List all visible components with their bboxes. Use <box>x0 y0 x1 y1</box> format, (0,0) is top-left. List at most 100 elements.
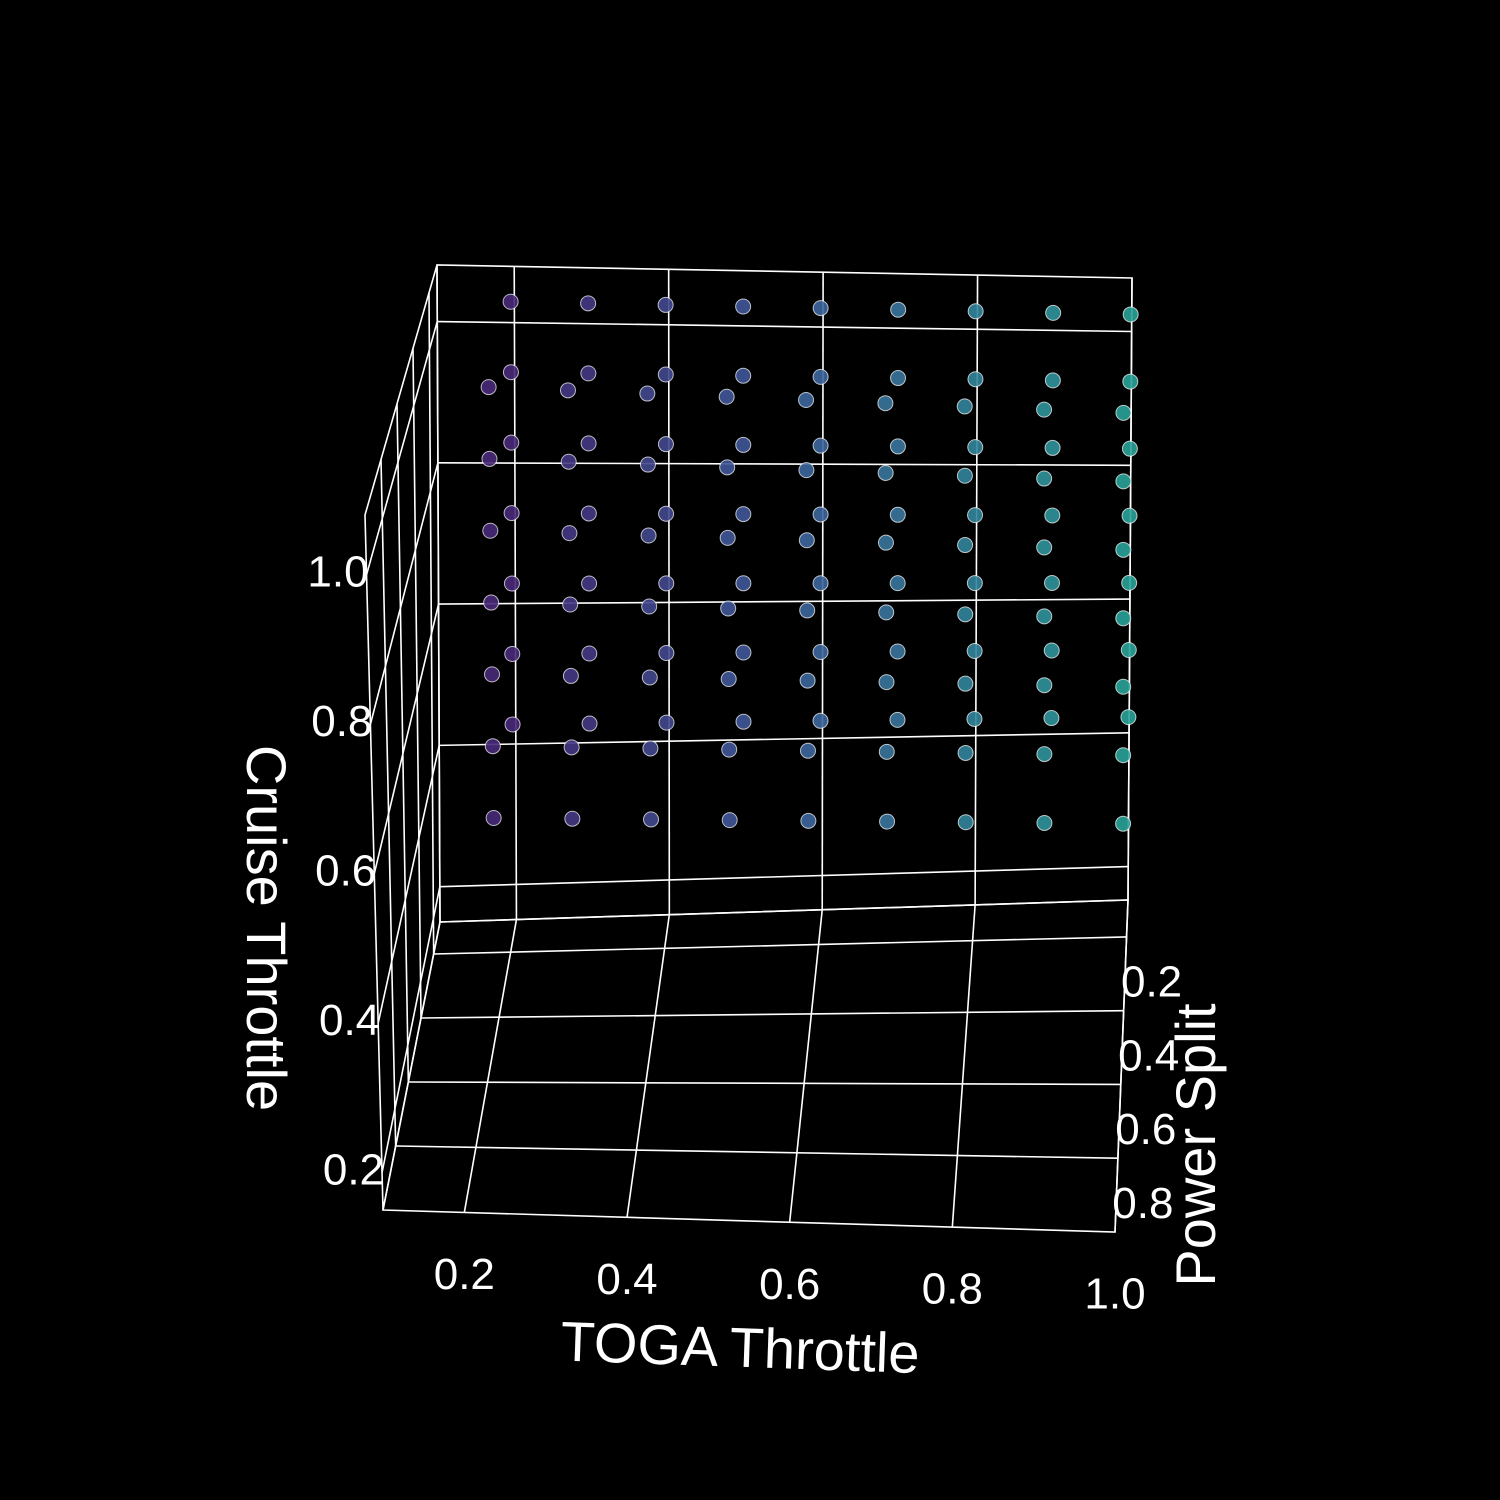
data-point <box>1044 574 1061 591</box>
data-point <box>1115 541 1132 558</box>
data-point <box>877 464 894 481</box>
data-point <box>718 388 735 405</box>
data-point <box>481 450 498 467</box>
data-point <box>562 596 579 613</box>
data-point <box>503 434 520 451</box>
grid-line <box>369 462 439 725</box>
data-point <box>877 395 894 412</box>
data-point <box>1122 373 1139 390</box>
data-point <box>657 296 674 313</box>
data-point <box>799 672 816 689</box>
grid-line <box>437 462 1131 467</box>
data-point <box>1044 507 1061 524</box>
data-point <box>957 537 974 554</box>
data-point <box>967 371 984 388</box>
data-point <box>1036 608 1053 625</box>
data-point <box>889 643 906 660</box>
data-point <box>735 575 752 592</box>
grid-line <box>1114 899 1129 1233</box>
y-tick-label: 0.2 <box>1121 958 1182 1007</box>
data-point <box>1036 677 1053 694</box>
data-point <box>812 368 829 385</box>
z-tick-label: 1.0 <box>307 547 368 596</box>
grid-line <box>373 603 440 874</box>
data-point <box>1045 304 1062 321</box>
data-point <box>482 522 499 539</box>
data-point <box>956 398 973 415</box>
data-point <box>1115 815 1132 832</box>
data-point <box>657 436 674 453</box>
data-point <box>967 303 984 320</box>
grid-line <box>412 348 422 1019</box>
y-tick-label: 0.8 <box>1112 1179 1173 1228</box>
data-point <box>580 435 597 452</box>
data-point <box>580 365 597 382</box>
data-point <box>890 301 907 318</box>
data-point <box>800 812 817 829</box>
data-point <box>657 366 674 383</box>
data-point <box>580 295 597 312</box>
data-point <box>957 744 974 761</box>
grid-line <box>667 269 671 915</box>
points <box>480 293 1139 832</box>
data-point <box>658 575 675 592</box>
data-point <box>502 364 519 381</box>
data-point <box>798 462 815 479</box>
data-point <box>1121 440 1138 457</box>
data-point <box>735 644 752 661</box>
data-point <box>719 459 736 476</box>
data-point <box>1036 814 1053 831</box>
data-point <box>1043 642 1060 659</box>
data-point <box>1043 710 1060 727</box>
y-axis-title: Power Split <box>1164 1003 1227 1287</box>
data-point <box>1044 372 1061 389</box>
grid-line <box>513 266 518 920</box>
data-point <box>735 436 752 453</box>
data-point <box>640 527 657 544</box>
data-point <box>1121 507 1138 524</box>
x-tick-label: 0.4 <box>596 1255 657 1304</box>
data-point <box>957 814 974 831</box>
labels: 0.2 0.4 0.6 0.8 1.0 0.2 0.4 0.6 0.8 0.2 0.4 0.6 0.8 1… <box>307 547 1182 1318</box>
y-tick-label: 0.4 <box>1118 1031 1179 1080</box>
data-point <box>560 453 577 470</box>
grid-line <box>439 865 1129 888</box>
data-point <box>502 293 519 310</box>
data-point <box>581 575 598 592</box>
data-point <box>877 534 894 551</box>
data-point <box>504 716 521 733</box>
data-point <box>721 741 738 758</box>
data-point <box>1120 709 1137 726</box>
data-point <box>720 671 737 688</box>
data-point <box>480 379 497 396</box>
data-point <box>957 606 974 623</box>
data-point <box>562 667 579 684</box>
data-point <box>957 675 974 692</box>
data-point <box>641 598 658 615</box>
data-point <box>878 743 895 760</box>
data-point <box>956 467 973 484</box>
x-axis-title: TOGA Throttle <box>560 1310 921 1385</box>
data-point <box>967 507 984 524</box>
grid-line <box>433 936 1127 955</box>
data-point <box>735 367 752 384</box>
data-point <box>1115 747 1132 764</box>
grid-line <box>381 886 441 1173</box>
data-point <box>812 575 829 592</box>
data-point <box>812 712 829 729</box>
data-point <box>889 575 906 592</box>
data-point <box>812 300 829 317</box>
data-point <box>642 740 659 757</box>
x-tick-label: 1.0 <box>1084 1270 1145 1319</box>
data-point <box>563 739 580 756</box>
grid-line <box>438 598 1130 605</box>
data-point <box>799 602 816 619</box>
data-point <box>889 711 906 728</box>
x-tick-label: 0.6 <box>759 1260 820 1309</box>
data-point <box>1036 401 1053 418</box>
data-point <box>503 505 520 522</box>
z-tick-label: 0.4 <box>319 996 380 1045</box>
data-point <box>1115 404 1132 421</box>
grid-line <box>395 1145 1118 1160</box>
data-point <box>798 532 815 549</box>
